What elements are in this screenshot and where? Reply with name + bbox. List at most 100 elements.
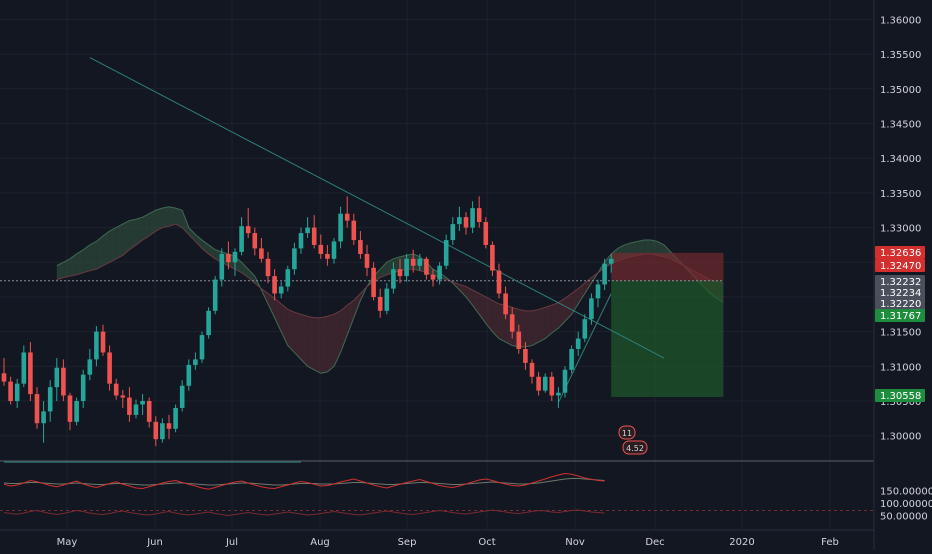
- candle-body: [410, 258, 416, 266]
- event-marker[interactable]: [618, 425, 636, 440]
- candle-body: [28, 352, 33, 395]
- y-tick-label: 1.30500: [880, 397, 921, 408]
- candle-body: [265, 258, 271, 277]
- cloud-segment: [334, 310, 341, 367]
- x-tick-label: Jun: [146, 537, 163, 548]
- osc-signal-line: [3, 478, 605, 486]
- price-label-bg: [875, 389, 925, 402]
- cloud-segment: [248, 269, 255, 284]
- price-label: 1.32470: [880, 261, 921, 272]
- trendline[interactable]: [89, 57, 665, 359]
- cloud-segment: [287, 309, 295, 353]
- cloud-segment: [195, 234, 202, 249]
- candle-body: [443, 240, 449, 266]
- cloud-segment: [327, 314, 334, 372]
- cloud-segment: [63, 258, 70, 278]
- y-tick-label: 1.34500: [880, 119, 921, 130]
- candle-body: [100, 331, 106, 353]
- candle-body: [371, 267, 376, 297]
- y-tick-label: 1.31500: [880, 328, 921, 339]
- candle-body: [120, 395, 126, 398]
- time-axis[interactable]: May Jun Jul Aug Sep Oct Nov Dec 2020 Feb: [57, 537, 839, 548]
- candle-body: [318, 244, 324, 254]
- candle-body: [364, 253, 370, 268]
- cloud-segment: [637, 240, 645, 256]
- candle-body: [582, 319, 588, 339]
- y-tick-label: 1.35500: [880, 50, 921, 61]
- candle-body: [232, 251, 238, 263]
- event-markers[interactable]: 114.52: [618, 425, 648, 455]
- price-label: 1.32234: [880, 288, 921, 299]
- cloud-segment: [294, 312, 301, 360]
- candle-body: [107, 352, 112, 384]
- candle-body: [470, 208, 475, 228]
- candle-body: [133, 404, 139, 415]
- price-label-bg: [875, 259, 925, 272]
- price-label: 1.32220: [880, 299, 921, 310]
- stop-loss-zone[interactable]: [611, 252, 724, 281]
- candle-body: [457, 217, 462, 225]
- candle-body: [589, 298, 594, 320]
- x-tick-label: Jul: [225, 537, 238, 548]
- cloud-segment: [644, 240, 651, 254]
- cloud-segment: [393, 256, 400, 273]
- candle-body: [509, 314, 515, 332]
- x-tick-label: Dec: [645, 537, 664, 548]
- x-tick-label: Nov: [565, 537, 585, 548]
- cloud-segment: [175, 208, 183, 228]
- candle-body: [404, 258, 409, 277]
- candle-body: [562, 369, 568, 393]
- candle-body: [602, 263, 607, 285]
- candle-body: [298, 233, 304, 249]
- candle-body: [146, 401, 152, 422]
- candle-body: [34, 394, 40, 424]
- position-tool[interactable]: [0, 252, 724, 398]
- cloud-segment: [188, 227, 196, 242]
- candle-body: [272, 276, 277, 294]
- candle-body: [496, 270, 502, 294]
- candle-body: [542, 376, 548, 391]
- take-profit-zone[interactable]: [611, 280, 724, 398]
- cloud-segment: [485, 296, 493, 332]
- candle-body: [21, 352, 27, 384]
- candle-body: [516, 331, 522, 349]
- candle-body: [351, 220, 357, 241]
- y-tick-label: 1.33500: [880, 189, 921, 200]
- cloud-segment: [254, 276, 262, 291]
- cloud-segment: [76, 249, 84, 275]
- cloud-segment: [301, 314, 308, 367]
- osc-lower-line: [3, 509, 605, 517]
- cloud-segment: [525, 310, 532, 347]
- event-marker[interactable]: [622, 440, 648, 455]
- candle-body: [74, 401, 79, 422]
- candle-body: [140, 401, 145, 405]
- candle-body: [153, 421, 159, 440]
- cloud-segment: [320, 316, 328, 374]
- candle-body: [384, 288, 390, 311]
- cloud-segment: [56, 262, 64, 280]
- candle-body: [199, 335, 205, 360]
- osc-y-tick-label: 150.00000: [880, 487, 932, 498]
- cloud-segment: [122, 220, 130, 256]
- cloud-segment: [149, 210, 156, 236]
- price-label-bg: [875, 286, 925, 299]
- candle-body: [569, 348, 574, 370]
- cloud-segment: [83, 244, 90, 273]
- candle-body: [424, 258, 429, 275]
- candle-body: [54, 367, 60, 388]
- price-label: 1.32636: [880, 248, 921, 259]
- cloud-segment: [472, 290, 480, 315]
- oscillator-pane: [0, 472, 874, 517]
- candle-body: [166, 423, 172, 429]
- cloud-segment: [169, 206, 176, 227]
- cloud-segment: [459, 284, 466, 297]
- candle-body: [87, 359, 93, 375]
- cloud-segment: [268, 293, 275, 318]
- cloud-segment: [380, 262, 387, 278]
- cloud-segment: [578, 283, 585, 304]
- cloud-segment: [307, 316, 315, 370]
- cloud-segment: [208, 244, 216, 259]
- x-tick-label: May: [57, 537, 78, 548]
